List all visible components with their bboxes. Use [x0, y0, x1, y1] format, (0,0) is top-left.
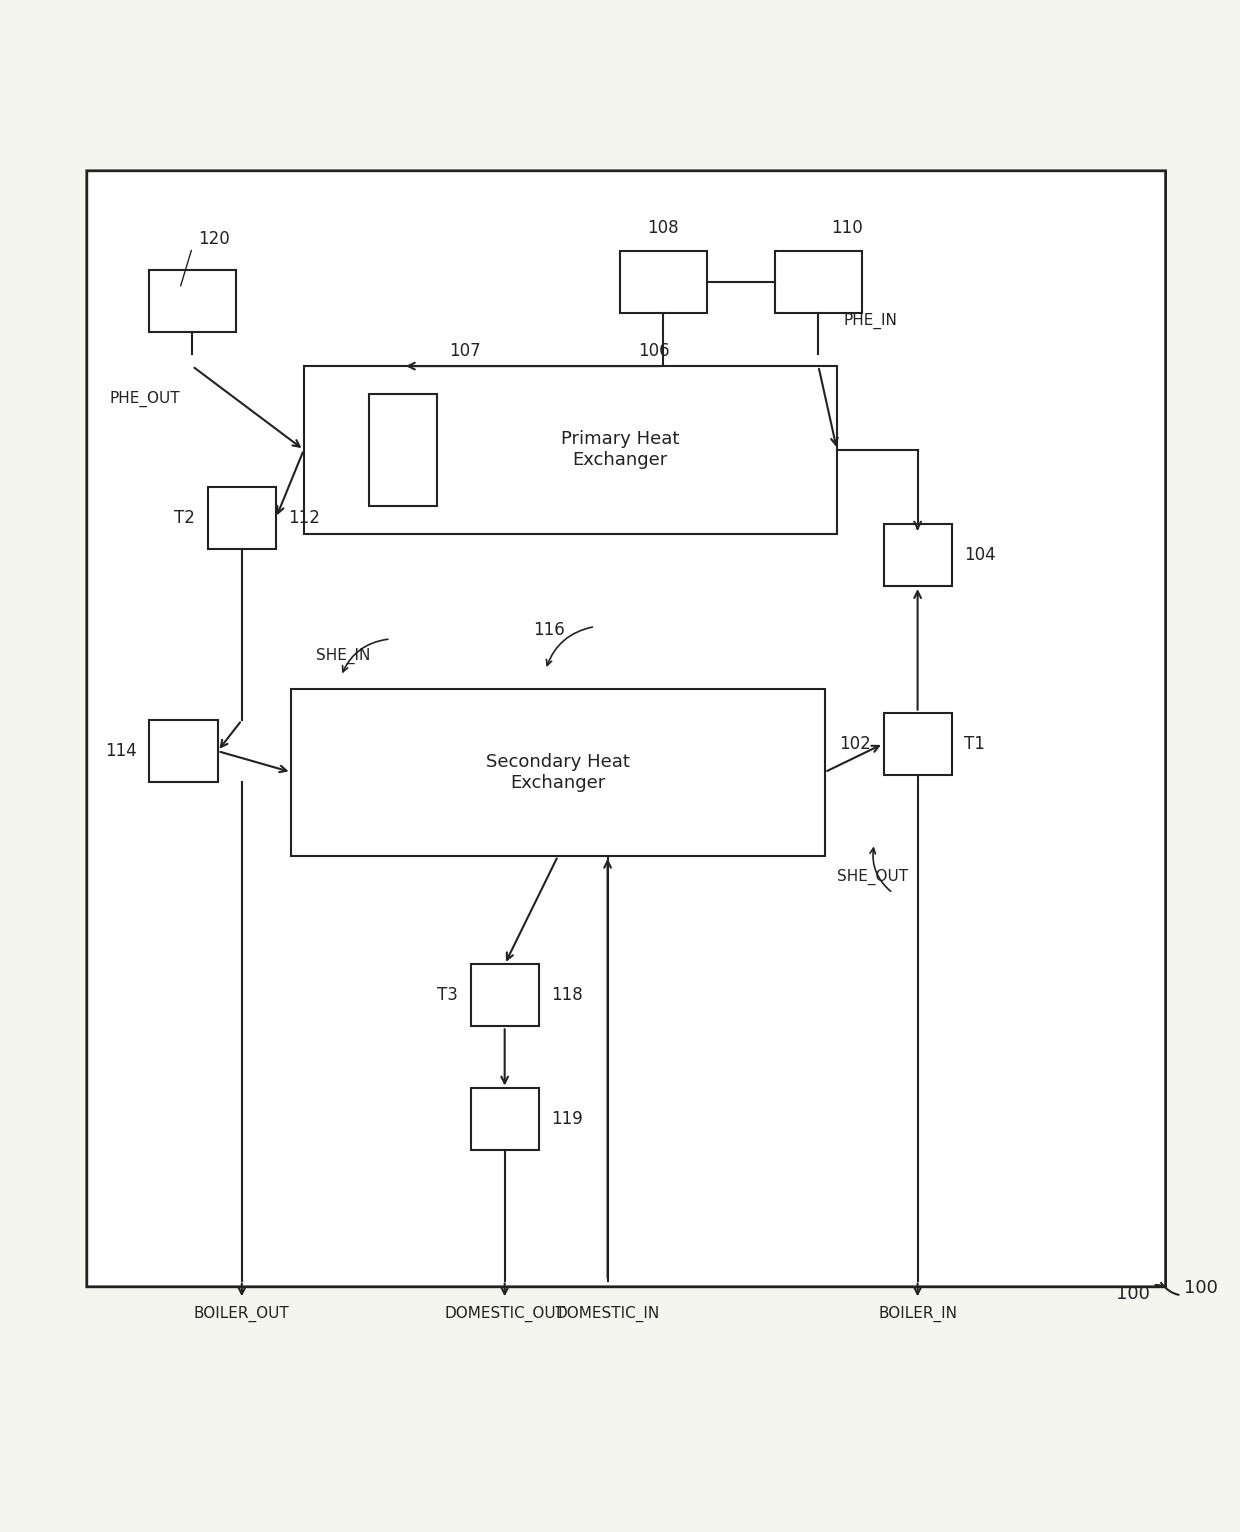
Text: DOMESTIC_IN: DOMESTIC_IN — [556, 1305, 660, 1322]
FancyBboxPatch shape — [87, 170, 1166, 1287]
Bar — [208, 487, 275, 548]
Text: 107: 107 — [450, 342, 481, 360]
Bar — [370, 394, 436, 506]
Text: 106: 106 — [639, 342, 671, 360]
Bar — [149, 720, 218, 783]
Text: 116: 116 — [533, 620, 565, 639]
Bar — [470, 1088, 538, 1151]
Text: T2: T2 — [175, 509, 196, 527]
Text: BOILER_IN: BOILER_IN — [878, 1305, 957, 1322]
Text: Secondary Heat
Exchanger: Secondary Heat Exchanger — [486, 752, 630, 792]
Text: BOILER_OUT: BOILER_OUT — [193, 1305, 290, 1322]
Text: 110: 110 — [831, 219, 863, 236]
Text: 104: 104 — [965, 547, 996, 564]
Bar — [883, 524, 952, 587]
Text: 114: 114 — [105, 741, 138, 760]
Text: 100: 100 — [1116, 1285, 1163, 1304]
Bar — [775, 251, 862, 314]
Text: DOMESTIC_OUT: DOMESTIC_OUT — [444, 1305, 565, 1322]
Text: 102: 102 — [839, 735, 870, 752]
Text: Primary Heat
Exchanger: Primary Heat Exchanger — [560, 430, 680, 469]
Bar — [883, 712, 952, 775]
Text: 118: 118 — [552, 987, 583, 1005]
Text: T1: T1 — [965, 735, 985, 752]
Bar — [620, 251, 707, 314]
Text: SHE_OUT: SHE_OUT — [837, 869, 908, 884]
Bar — [291, 688, 825, 856]
Text: 120: 120 — [198, 230, 231, 248]
Bar — [149, 270, 236, 332]
Text: SHE_IN: SHE_IN — [316, 648, 371, 663]
Text: 119: 119 — [552, 1111, 583, 1129]
Text: 108: 108 — [647, 219, 680, 236]
Text: 100: 100 — [1161, 1279, 1218, 1298]
Bar — [304, 366, 837, 533]
Bar — [470, 965, 538, 1026]
Text: T3: T3 — [438, 987, 458, 1005]
Text: 112: 112 — [288, 509, 320, 527]
Text: PHE_IN: PHE_IN — [843, 313, 897, 329]
Text: PHE_OUT: PHE_OUT — [109, 391, 180, 408]
